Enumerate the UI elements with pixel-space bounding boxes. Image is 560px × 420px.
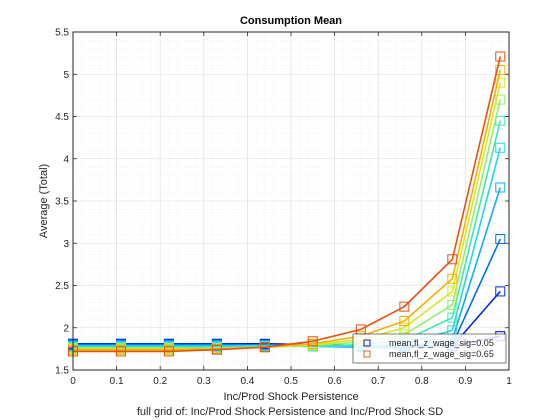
legend-label: mean,fl_z_wage_sig=0.05: [389, 338, 494, 348]
data-point-marker: [115, 346, 126, 357]
data-point-marker: [399, 301, 410, 312]
data-point-marker: [399, 315, 410, 326]
data-point-marker: [495, 182, 506, 193]
data-point-marker: [259, 342, 270, 353]
series-line: [73, 69, 502, 351]
data-point-marker: [163, 346, 174, 357]
legend-box: [352, 333, 507, 364]
y-tick-label: 2: [63, 323, 69, 334]
y-tick-label: 2.5: [55, 281, 69, 292]
x-tick-label: 0.3: [197, 376, 211, 387]
legend[interactable]: mean,fl_z_wage_sig=0.05mean,fl_z_wage_si…: [352, 333, 507, 364]
legend-marker: [363, 350, 371, 358]
data-point-marker: [495, 142, 506, 153]
data-point-marker: [307, 336, 318, 347]
x-tick-label: 0.5: [284, 376, 298, 387]
x-tick-label: 0.7: [371, 376, 385, 387]
y-tick-label: 5.5: [55, 28, 69, 39]
data-point-marker: [447, 286, 458, 297]
data-point-marker: [447, 273, 458, 284]
y-tick-label: 4: [63, 154, 69, 165]
data-point-marker: [399, 322, 410, 333]
y-tick-label: 4.5: [55, 112, 69, 123]
y-tick-label: 5: [63, 70, 69, 81]
x-tick-label: 0.9: [458, 376, 472, 387]
x-axis-label: Inc/Prod Shock Persistence: [223, 391, 358, 403]
data-point-marker: [447, 312, 458, 323]
y-tick-label: 3.5: [55, 197, 69, 208]
legend-marker: [363, 339, 371, 347]
series-line: [73, 56, 502, 353]
y-tick-label: 1.5: [55, 366, 69, 377]
data-point-marker: [211, 344, 222, 355]
data-point-marker: [495, 65, 506, 76]
series-10: [68, 51, 506, 357]
data-point-marker: [495, 234, 506, 245]
legend-label: mean,fl_z_wage_sig=0.65: [389, 349, 494, 359]
ticks: 0 0.1 0.2 0.3 0.4 0.5 0.6 0.7 0.8 0.9 1 1.5 2 2.5 3 3.5…: [55, 28, 512, 388]
y-axis-label: Average (Total): [38, 164, 50, 238]
data-point-marker: [495, 77, 506, 88]
data-point-marker: [447, 299, 458, 310]
data-point-marker: [495, 286, 506, 297]
data-point-marker: [495, 51, 506, 62]
chart-caption: full grid of: Inc/Prod Shock Persistence…: [137, 406, 443, 418]
x-tick-label: 0.1: [110, 376, 124, 387]
y-tick-label: 3: [63, 239, 69, 250]
x-tick-label: 0: [70, 376, 76, 387]
chart-title: Consumption Mean: [240, 15, 342, 27]
data-point-marker: [447, 254, 458, 265]
x-tick-label: 0.8: [415, 376, 429, 387]
x-tick-label: 0.4: [240, 376, 254, 387]
x-tick-label: 1: [506, 376, 512, 387]
x-tick-label: 0.2: [153, 376, 167, 387]
x-tick-label: 0.6: [328, 376, 342, 387]
